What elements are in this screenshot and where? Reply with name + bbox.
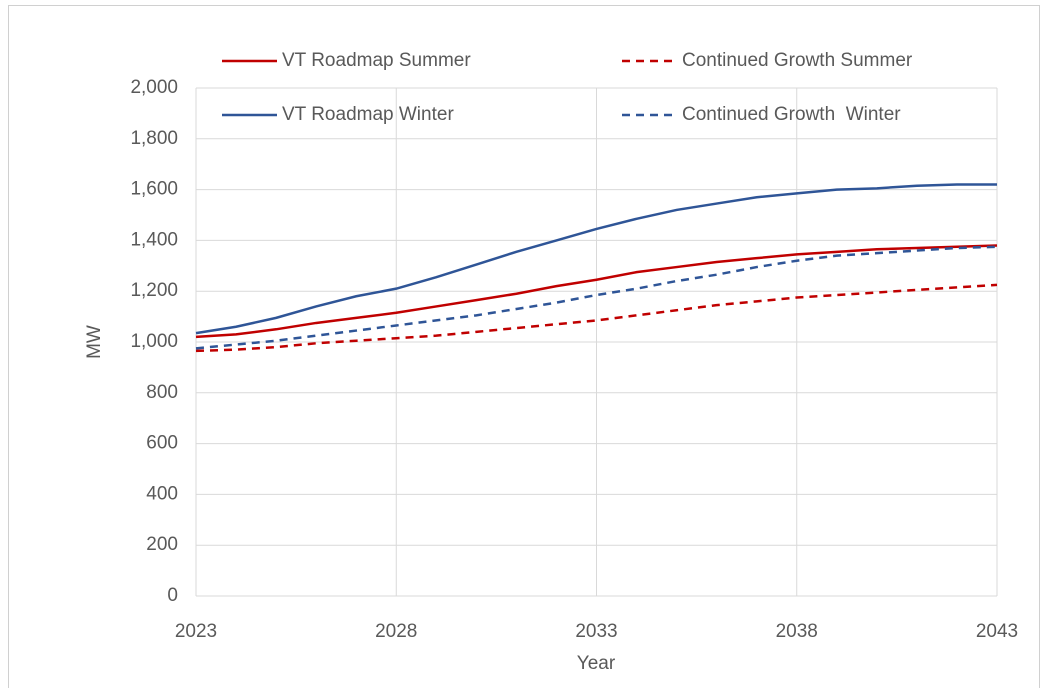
legend-label: Continued Growth Summer (682, 50, 913, 71)
legend-label: VT Roadmap Summer (282, 50, 471, 71)
x-axis-label: Year (577, 653, 616, 674)
y-axis-label: MW (84, 325, 105, 359)
chart-border (8, 5, 1040, 688)
legend-label: VT Roadmap Winter (282, 104, 454, 125)
y-tick-label: 200 (146, 534, 178, 555)
y-tick-label: 1,400 (130, 229, 178, 250)
x-tick-label: 2023 (175, 621, 217, 642)
legend-label: Continued Growth Winter (682, 104, 901, 125)
y-tick-label: 0 (167, 585, 178, 606)
y-tick-label: 2,000 (130, 77, 178, 98)
series-line (195, 245, 998, 350)
x-tick-label: 2028 (375, 621, 417, 642)
series-line (195, 244, 998, 339)
y-tick-label: 1,200 (130, 280, 178, 301)
x-tick-label: 2043 (976, 621, 1018, 642)
y-tick-label: 600 (146, 433, 178, 454)
x-tick-label: 2033 (575, 621, 617, 642)
y-tick-label: 1,600 (130, 179, 178, 200)
x-tick-label: 2038 (776, 621, 818, 642)
y-tick-label: 1,800 (130, 128, 178, 149)
y-tick-label: 800 (146, 382, 178, 403)
series-line (195, 283, 998, 353)
series-line (195, 183, 997, 335)
y-tick-label: 1,000 (130, 331, 178, 352)
y-tick-label: 400 (146, 483, 178, 504)
